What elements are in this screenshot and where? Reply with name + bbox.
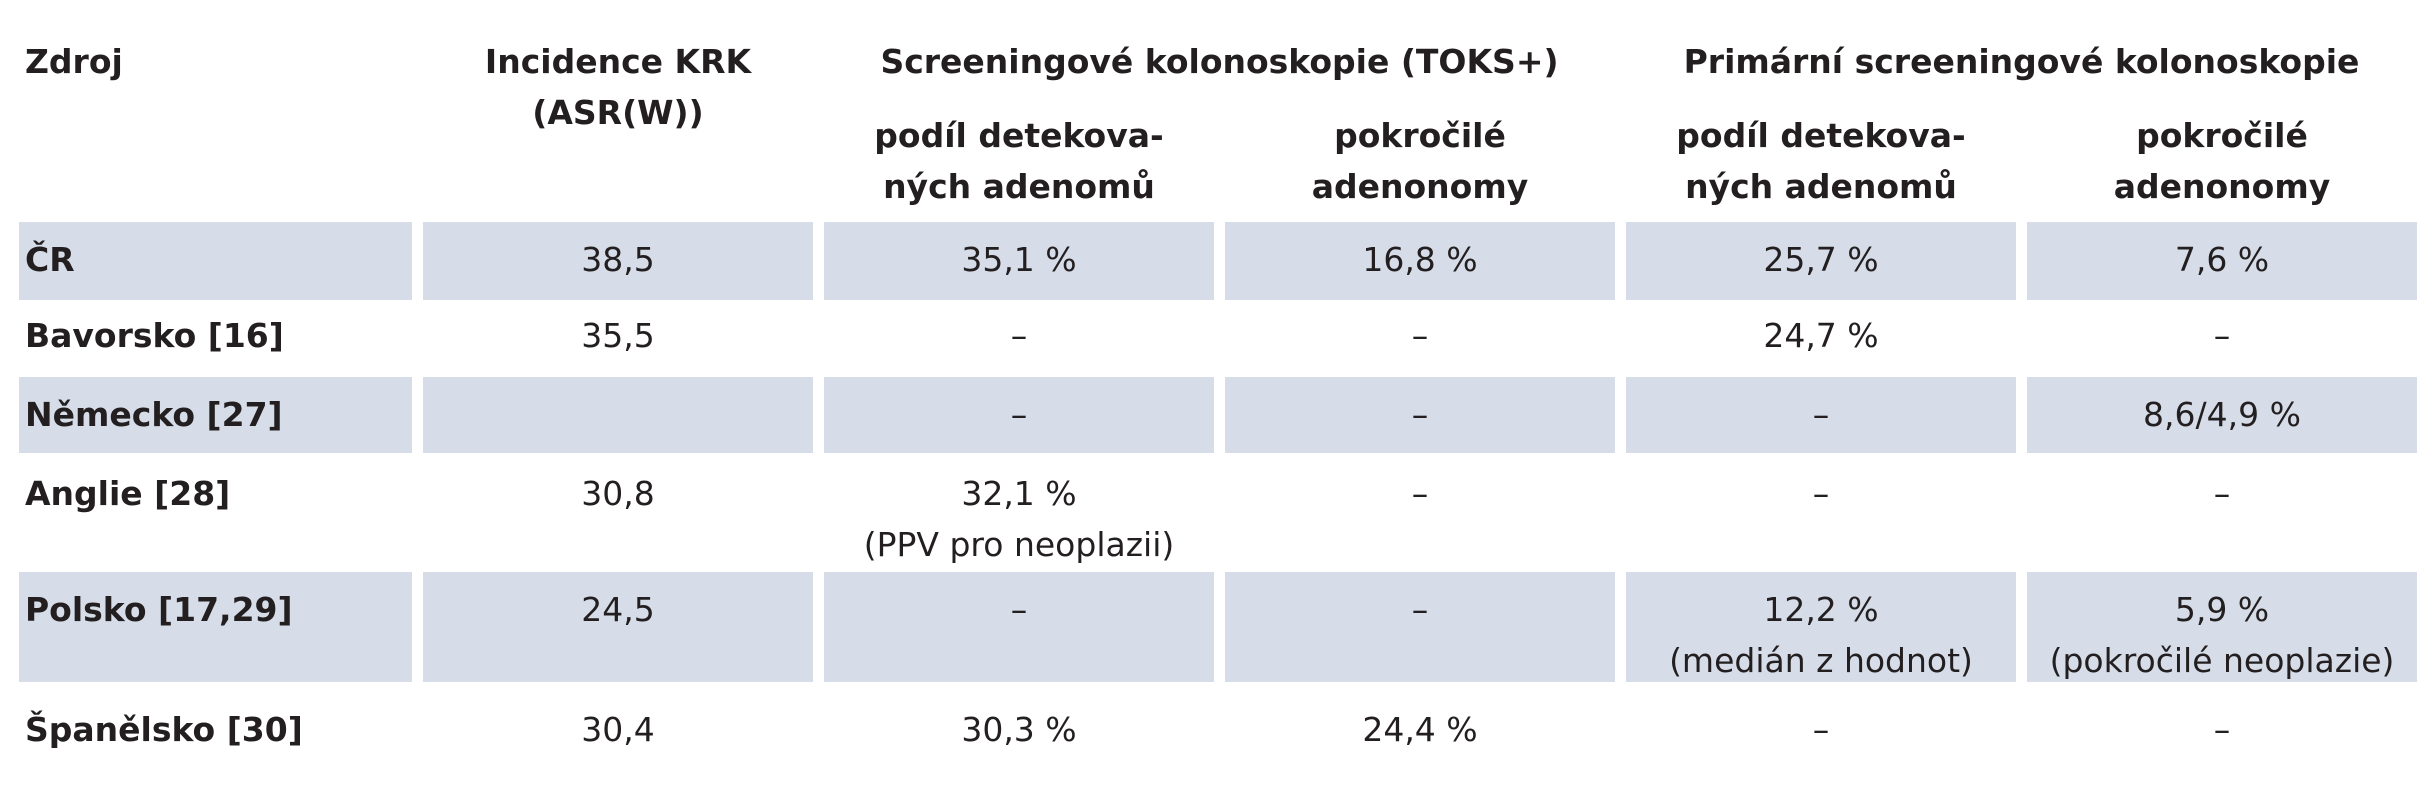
cell-text: 8,6/4,9 %	[2143, 395, 2301, 434]
cell-text: adenonomy	[2113, 167, 2331, 206]
cell-text: (ASR(W))	[532, 93, 704, 132]
table-cell: 7,6 %	[2027, 222, 2417, 300]
cell-text: 35,1 %	[961, 240, 1077, 279]
table-cell: –	[2027, 692, 2417, 768]
table-cell: Screeningové kolonoskopie (TOKS+)	[824, 36, 1615, 96]
cell-text: 16,8 %	[1362, 240, 1478, 279]
table-cell: 24,4 %	[1225, 692, 1615, 768]
table-cell: ČR	[19, 222, 412, 300]
cell-text: –	[2213, 710, 2231, 749]
table-cell: 24,5	[423, 572, 813, 682]
cell-text: ČR	[25, 240, 75, 279]
table-cell: pokročilé adenonomy	[1225, 110, 1615, 220]
cell-text: 30,3 %	[961, 710, 1077, 749]
table-cell: –	[2027, 304, 2417, 370]
cell-text: –	[1010, 316, 1028, 355]
table-cell: Bavorsko [16]	[19, 304, 412, 370]
table-cell: 30,3 %	[824, 692, 1214, 768]
cell-text: 24,5	[581, 590, 655, 629]
cell-text: pokročilé	[2136, 116, 2308, 155]
cell-text: 25,7 %	[1763, 240, 1879, 279]
cell-text: podíl detekova-	[874, 116, 1164, 155]
cell-text: podíl detekova-	[1676, 116, 1966, 155]
table-cell: 24,7 %	[1626, 304, 2016, 370]
cell-text: (PPV pro neoplazii)	[863, 525, 1175, 564]
cell-text: (pokročilé neoplazie)	[2049, 641, 2395, 680]
table-cell: –	[1225, 377, 1615, 453]
table-cell: podíl detekova-ných adenomů	[1626, 110, 2016, 220]
cell-text: –	[1010, 590, 1028, 629]
table-cell: –	[2027, 456, 2417, 566]
table-cell	[423, 377, 813, 453]
cell-text: Bavorsko [16]	[25, 316, 284, 355]
table-cell: 5,9 % (pokročilé neoplazie)	[2027, 572, 2417, 682]
table-cell: pokročilé adenonomy	[2027, 110, 2417, 220]
cell-text: 24,4 %	[1362, 710, 1478, 749]
cell-text: Zdroj	[25, 42, 123, 81]
table-cell: 32,1 % (PPV pro neoplazii)	[824, 456, 1214, 566]
table-cell: Polsko [17,29]	[19, 572, 412, 682]
cell-text: 32,1 %	[961, 474, 1077, 513]
table-cell: podíl detekova-ných adenomů	[824, 110, 1214, 220]
cell-text: 30,4	[581, 710, 655, 749]
cell-text: –	[1411, 395, 1429, 434]
table-cell: –	[1225, 304, 1615, 370]
cell-text: –	[1010, 395, 1028, 434]
cell-text: Německo [27]	[25, 395, 283, 434]
cell-text: Primární screeningové kolonoskopie	[1683, 42, 2360, 81]
table-cell: 38,5	[423, 222, 813, 300]
table-cell: Španělsko [30]	[19, 692, 412, 768]
table-cell: –	[824, 572, 1214, 682]
cell-text: –	[1411, 316, 1429, 355]
cell-text: 35,5	[581, 316, 655, 355]
table-cell: Zdroj	[19, 36, 412, 96]
table-cell: 30,4	[423, 692, 813, 768]
table-cell: –	[824, 377, 1214, 453]
cell-text: Anglie [28]	[25, 474, 231, 513]
cell-text: Screeningové kolonoskopie (TOKS+)	[880, 42, 1559, 81]
table-cell: 35,5	[423, 304, 813, 370]
table-cell: 16,8 %	[1225, 222, 1615, 300]
table-cell: 30,8	[423, 456, 813, 566]
cell-text: adenonomy	[1311, 167, 1529, 206]
table-cell: –	[1626, 377, 2016, 453]
table-cell: 12,2 % (medián z hodnot)	[1626, 572, 2016, 682]
table-cell: Německo [27]	[19, 377, 412, 453]
table-cell: Primární screeningové kolonoskopie	[1626, 36, 2417, 96]
table-cell: –	[1225, 456, 1615, 566]
cell-text: –	[1812, 474, 1830, 513]
cell-text: –	[1411, 474, 1429, 513]
cell-text: 30,8	[581, 474, 655, 513]
cell-text: –	[2213, 474, 2231, 513]
cell-text: Incidence KRK	[484, 42, 752, 81]
cell-text: 24,7 %	[1763, 316, 1879, 355]
cell-text: pokročilé	[1334, 116, 1506, 155]
table-cell: 25,7 %	[1626, 222, 2016, 300]
table-cell: –	[824, 304, 1214, 370]
cell-text: 7,6 %	[2174, 240, 2270, 279]
cell-text: Polsko [17,29]	[25, 590, 293, 629]
table-cell: –	[1626, 456, 2016, 566]
table-cell: –	[1626, 692, 2016, 768]
table-cell: Incidence KRK (ASR(W))	[423, 36, 813, 156]
cell-text: 12,2 %	[1763, 590, 1879, 629]
cell-text: 5,9 %	[2174, 590, 2270, 629]
table-cell: Anglie [28]	[19, 456, 412, 566]
cell-text: ných adenomů	[1685, 167, 1957, 206]
table-cell: 8,6/4,9 %	[2027, 377, 2417, 453]
cell-text: (medián z hodnot)	[1669, 641, 1973, 680]
table-cell: –	[1225, 572, 1615, 682]
cell-text: Španělsko [30]	[25, 710, 303, 749]
cell-text: –	[2213, 316, 2231, 355]
cell-text: –	[1411, 590, 1429, 629]
cell-text: 38,5	[581, 240, 655, 279]
table-cell: 35,1 %	[824, 222, 1214, 300]
cell-text: –	[1812, 710, 1830, 749]
cell-text: –	[1812, 395, 1830, 434]
cell-text: ných adenomů	[883, 167, 1155, 206]
